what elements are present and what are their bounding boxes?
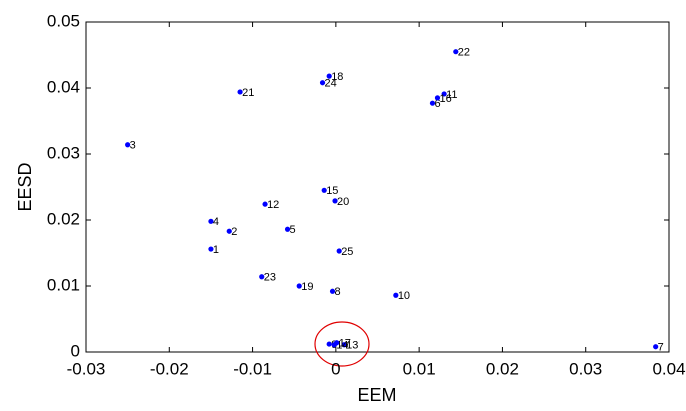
- x-tick-label: -0.01: [233, 359, 272, 378]
- point-label: 8: [335, 286, 341, 298]
- point-label: 10: [398, 290, 410, 302]
- plot-area: [85, 21, 670, 353]
- point-label: 25: [341, 246, 353, 258]
- point: [393, 292, 399, 298]
- point: [434, 95, 441, 101]
- point-label: 21: [242, 87, 254, 99]
- point: [332, 198, 338, 204]
- point: [326, 341, 332, 347]
- point-label: 4: [213, 216, 219, 228]
- point: [319, 80, 326, 86]
- point: [334, 340, 340, 346]
- point-label: 13: [346, 340, 358, 352]
- point: [441, 91, 447, 97]
- point: [326, 73, 332, 79]
- point: [226, 228, 232, 234]
- point: [653, 344, 659, 350]
- point-label: 11: [446, 89, 457, 101]
- point: [259, 274, 265, 280]
- x-axis-label: EEM: [357, 385, 396, 405]
- point-label: 7: [658, 342, 664, 354]
- point: [262, 201, 268, 207]
- y-tick-label: 0: [71, 341, 80, 360]
- x-tick-label: 0.02: [486, 359, 519, 378]
- point-label: 24: [325, 78, 337, 90]
- point: [453, 49, 459, 55]
- highlight-circle: [314, 321, 370, 367]
- point: [284, 226, 291, 232]
- point: [336, 248, 342, 254]
- point-label: 16: [439, 93, 451, 105]
- point: [125, 142, 131, 148]
- y-tick-label: 0.01: [47, 275, 80, 294]
- point-label: 22: [458, 47, 470, 59]
- point-label: 17: [339, 338, 351, 350]
- y-tick-label: 0.03: [47, 143, 80, 162]
- point-label: 23: [264, 272, 276, 284]
- x-tick-label: 0.04: [652, 359, 685, 378]
- x-tick-label: 0: [331, 359, 340, 378]
- point-label: 18: [331, 71, 343, 83]
- point-label: 3: [130, 140, 136, 152]
- point-label: 19: [301, 281, 313, 293]
- x-tick-label: -0.03: [67, 359, 106, 378]
- y-tick-label: 0.04: [47, 77, 80, 96]
- x-tick-label: 0.01: [403, 359, 436, 378]
- point: [329, 288, 336, 294]
- y-tick-label: 0.02: [47, 209, 80, 228]
- point: [208, 246, 214, 252]
- point-label: 1: [213, 244, 219, 256]
- point: [429, 100, 436, 106]
- point: [208, 218, 214, 224]
- point-label: 15: [326, 185, 338, 197]
- point-label: 12: [267, 199, 279, 211]
- point: [321, 187, 327, 193]
- y-tick-label: 0.05: [47, 11, 80, 30]
- point-label: 20: [337, 196, 349, 208]
- point: [296, 283, 302, 289]
- point-label: 2: [231, 226, 237, 238]
- point-label: 5: [290, 224, 296, 236]
- point: [237, 89, 243, 95]
- x-tick-label: -0.02: [150, 359, 189, 378]
- x-tick-label: 0.03: [569, 359, 602, 378]
- point: [341, 342, 347, 348]
- point-label: 6: [434, 98, 440, 110]
- y-axis-label: EESD: [15, 162, 35, 211]
